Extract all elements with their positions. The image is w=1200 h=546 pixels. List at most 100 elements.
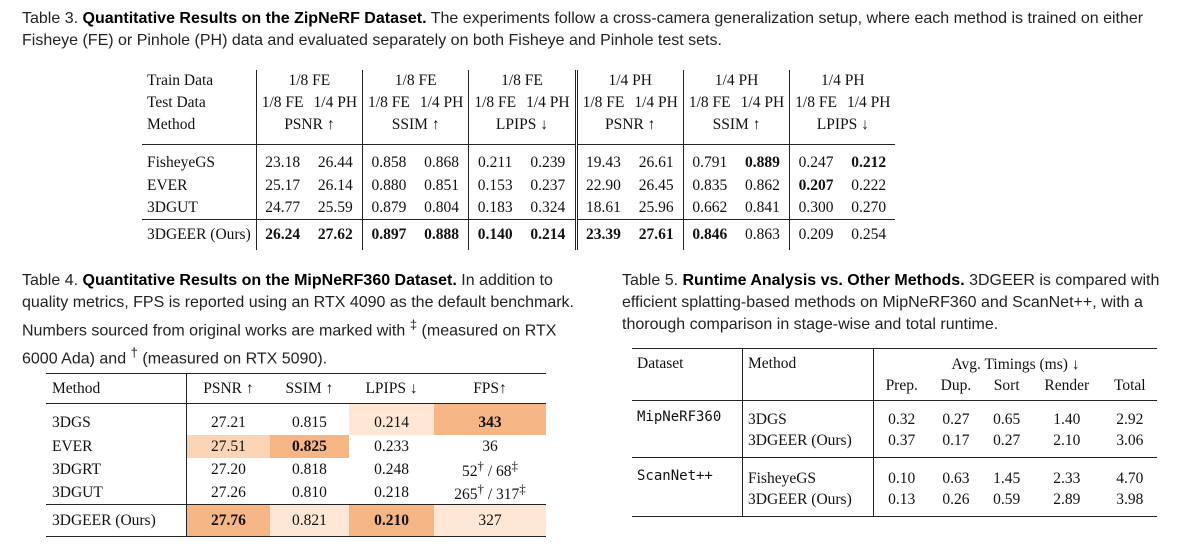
cell: 27.20: [210, 460, 246, 478]
cell: 0.222: [851, 177, 887, 194]
test-ph: 1/4 PH: [308, 92, 364, 114]
cell: 0.247: [798, 154, 834, 171]
table-row: FisheyeGS 23.18 26.44 0.858 0.868 0.211 …: [142, 144, 896, 175]
method-name: 3DGS: [742, 400, 874, 430]
cell: 19.43: [586, 154, 621, 171]
method-name: 3DGRT: [46, 458, 187, 482]
cell: 0.821: [269, 504, 350, 537]
cell: 0.209: [798, 226, 834, 243]
cell: 0.26: [942, 490, 970, 508]
cell: 0.218: [374, 483, 409, 501]
cell: 25.59: [308, 197, 364, 220]
metric-col-1: PSNR ↑: [256, 114, 364, 136]
header-ssim: SSIM ↑: [285, 379, 334, 397]
cell: 27.76: [186, 504, 270, 537]
cell: 26.61: [629, 144, 684, 175]
table-row: 3DGEER (Ours) 27.76 0.821 0.210 327: [46, 504, 546, 537]
train-col-4: 1/4 PH: [576, 70, 684, 92]
table4-caption-text-1: In addition to quality metrics, FPS is r…: [22, 272, 574, 340]
cell: 0.10: [888, 469, 916, 487]
cell: 0.825: [269, 435, 350, 458]
header-dataset: Dataset: [632, 348, 743, 401]
method-name: 3DGEER (Ours): [142, 219, 257, 250]
cell: 0.32: [888, 410, 916, 428]
method-name: EVER: [142, 175, 257, 197]
table4-caption-text-3: (measured on RTX 5090).: [137, 350, 328, 368]
header-render: Render: [1044, 376, 1090, 394]
fps-value: 317: [496, 486, 520, 504]
table5-caption-text: 3DGEER is compared with efficient splatt…: [622, 272, 1160, 333]
train-col-6: 1/4 PH: [821, 72, 865, 89]
cell: 0.810: [291, 483, 327, 501]
cell: 0.210: [349, 504, 434, 537]
cell: 0.879: [371, 199, 407, 216]
method-name: 3DGUT: [142, 197, 257, 220]
cell: 0.214: [349, 403, 434, 435]
table-row: 3DGEER (Ours) 0.13 0.26 0.59 2.89 3.98: [632, 489, 1157, 517]
dagger-mark: †: [477, 481, 484, 497]
cell: 0.248: [374, 460, 409, 478]
header-method: Method: [46, 373, 187, 404]
metric-col-5: SSIM ↑: [683, 114, 791, 136]
cell: 0.233: [374, 437, 409, 455]
table3-caption-label: Table 3.: [22, 10, 79, 27]
table3-caption-title: Quantitative Results on the ZipNeRF Data…: [82, 10, 427, 27]
table-row: 3DGUT 27.26 0.810 0.218 265† / 317‡: [46, 481, 546, 505]
cell: 0.880: [371, 177, 407, 194]
cell: 1.45: [993, 469, 1021, 487]
cell: 25.17: [265, 177, 301, 194]
cell: 0.851: [414, 175, 470, 197]
ddagger-mark: ‡: [519, 481, 526, 497]
cell: 0.13: [888, 490, 916, 508]
cell: 0.897: [371, 226, 407, 243]
table5-header-row: Dataset Method Avg. Timings (ms) ↓: [632, 348, 1157, 401]
table5-subheader-row: Prep. Dup. Sort Render Total: [632, 375, 1157, 401]
metric-col-4: PSNR ↑: [576, 114, 684, 136]
cell: 27.62: [308, 219, 364, 250]
test-fe: 1/8 FE: [688, 94, 731, 111]
method-label: Method: [142, 114, 257, 136]
cell: 0.153: [477, 177, 513, 194]
fps-separator: /: [483, 463, 497, 481]
train-data-label: Train Data: [142, 70, 257, 92]
test-ph: 1/4 PH: [629, 92, 684, 114]
cell: 27.21: [210, 413, 246, 431]
cell: 2.33: [1053, 469, 1081, 487]
cell: 27.26: [210, 483, 246, 501]
cell: 0.214: [521, 219, 578, 250]
cell: 0.662: [692, 199, 728, 216]
cell: 27.51: [186, 435, 270, 458]
cell: 0.37: [888, 431, 916, 449]
cell: 0.239: [521, 144, 578, 175]
header-fps: FPS↑: [473, 379, 507, 397]
test-data-label: Test Data: [142, 92, 257, 114]
cell: 0.27: [942, 410, 970, 428]
dataset-name: ScanNet++: [632, 457, 743, 517]
table3-test-row: Test Data 1/8 FE 1/4 PH 1/8 FE 1/4 PH 1/…: [142, 92, 895, 114]
table4-caption-text-2: (measured on RTX 6000 Ada) and: [22, 322, 557, 368]
method-name: EVER: [46, 435, 187, 458]
cell: 52† / 68‡: [434, 458, 546, 481]
cell: 24.77: [265, 199, 301, 216]
method-name: 3DGEER (Ours): [742, 489, 874, 517]
fps-value: 265: [454, 486, 478, 504]
test-fe: 1/8 FE: [582, 94, 625, 111]
cell: 18.61: [586, 199, 621, 216]
dagger-mark: †: [130, 345, 138, 361]
table5: Dataset Method Avg. Timings (ms) ↓ Prep.…: [632, 348, 1157, 517]
cell: 0.237: [521, 175, 578, 197]
metric-col-3: LPIPS ↓: [468, 114, 578, 136]
cell: 0.889: [735, 144, 791, 175]
train-col-3: 1/8 FE: [468, 70, 578, 92]
table-row: EVER 27.51 0.825 0.233 36: [46, 435, 546, 458]
table-row: 3DGEER (Ours) 26.24 27.62 0.897 0.888 0.…: [142, 219, 896, 250]
cell: 0.324: [521, 197, 578, 220]
table4-caption: Table 4. Quantitative Results on the Mip…: [22, 270, 582, 371]
test-ph: 1/4 PH: [521, 92, 578, 114]
header-total: Total: [1113, 376, 1146, 394]
method-name: 3DGUT: [46, 481, 187, 505]
cell: 343: [434, 403, 546, 435]
cell: 0.858: [371, 154, 407, 171]
table5-caption-label: Table 5.: [622, 272, 679, 289]
test-fe: 1/8 FE: [368, 94, 410, 111]
